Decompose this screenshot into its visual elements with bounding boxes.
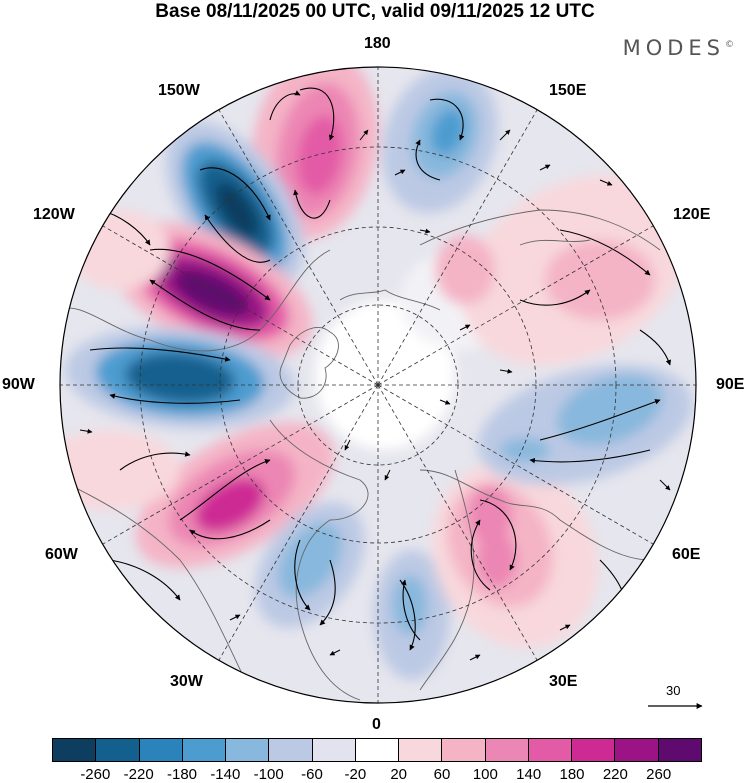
anomaly-field <box>60 67 696 703</box>
label-150e: 150E <box>549 82 587 99</box>
colorbar-tick-label: 220 <box>602 766 628 783</box>
colorbar-tick-label: -260 <box>80 766 111 783</box>
pole-neutral-area <box>315 300 455 450</box>
label-0: 0 <box>372 716 381 733</box>
colorbar-bin <box>485 739 529 761</box>
colorbar-bin <box>139 739 183 761</box>
colorbar-bin <box>442 739 486 761</box>
colorbar-bin <box>226 739 270 761</box>
colorbar-bin <box>182 739 227 761</box>
colorbar-bin <box>528 739 573 761</box>
colorbar-bin <box>312 739 356 761</box>
colorbar-tick-label: -20 <box>344 766 367 783</box>
colorbar-tick-label: 100 <box>472 766 498 783</box>
colorbar-bin <box>572 739 616 761</box>
modes-logo: MODES© <box>623 36 734 60</box>
label-120w: 120W <box>33 206 75 223</box>
colorbar-tick-label: -60 <box>301 766 323 783</box>
graticule <box>60 67 696 703</box>
colorbar-tick-label: 260 <box>646 766 672 783</box>
colorbar-tick-label: 180 <box>559 766 585 783</box>
colorbar-tick-label: 20 <box>390 766 407 783</box>
label-120e: 120E <box>673 206 711 223</box>
map-title: Base 08/11/2025 00 UTC, valid 09/11/2025… <box>155 1 595 22</box>
label-180: 180 <box>364 35 391 52</box>
label-60w: 60W <box>45 546 78 563</box>
label-30w: 30W <box>170 673 203 690</box>
colorbar-bin <box>96 739 140 761</box>
colorbar-bin <box>615 739 659 761</box>
colorbar-bin <box>399 739 443 761</box>
map-boundary <box>59 66 697 704</box>
colorbar <box>52 738 702 762</box>
label-30e: 30E <box>549 673 578 690</box>
vector-scale-label: 30 <box>666 683 681 698</box>
label-150w: 150W <box>158 82 200 99</box>
colorbar-tick-label: -140 <box>210 766 241 783</box>
colorbar-ticks: -260 -220 -180 -140 -100 -60 -20 20 60 100 140 180 2… <box>52 766 702 783</box>
label-60e: 60E <box>672 546 701 563</box>
colorbar-tick-label: -100 <box>253 766 284 783</box>
short-wind-vectors <box>79 129 671 661</box>
colorbar-tick-label: -220 <box>123 766 154 783</box>
colorbar-tick-label: 140 <box>516 766 542 783</box>
wind-vectors <box>89 87 672 651</box>
brand-text: MODES <box>622 36 725 60</box>
colorbar-bin <box>53 739 97 761</box>
colorbar-bin <box>269 739 313 761</box>
coastlines <box>60 209 661 701</box>
colorbar-tick-label: -180 <box>166 766 198 783</box>
label-90w: 90W <box>2 376 35 393</box>
brand-mark: © <box>725 40 734 50</box>
colorbar-bin <box>658 739 701 761</box>
colorbar-bin <box>355 739 400 761</box>
colorbar-tick-label: 60 <box>433 766 451 783</box>
label-90e: 90E <box>716 376 745 393</box>
